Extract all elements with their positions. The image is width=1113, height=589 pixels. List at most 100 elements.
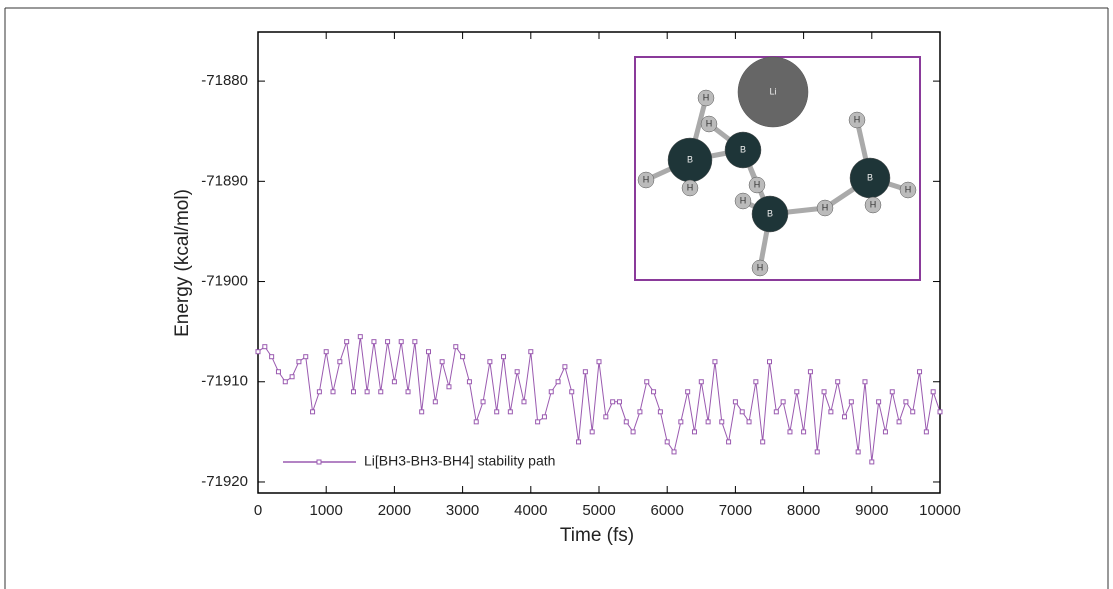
series-line — [257, 336, 941, 462]
marker — [610, 399, 616, 405]
marker — [671, 449, 677, 455]
atom-label: B — [767, 208, 773, 218]
marker — [767, 359, 772, 365]
marker — [637, 409, 643, 415]
y-tick-label: -71890 — [201, 172, 248, 189]
x-tick-label: 4000 — [514, 502, 547, 519]
marker — [698, 379, 704, 385]
y-tick-label: -71880 — [201, 72, 248, 89]
atom-label: Li — [769, 86, 776, 96]
marker — [494, 409, 500, 415]
marker — [385, 339, 391, 345]
marker — [726, 439, 732, 445]
marker — [842, 414, 848, 420]
marker — [739, 409, 745, 415]
marker — [821, 389, 827, 395]
marker — [316, 389, 322, 395]
x-tick-label: 6000 — [651, 502, 684, 519]
atom — [700, 115, 718, 133]
marker — [691, 429, 697, 435]
marker — [787, 429, 793, 435]
marker — [657, 409, 663, 415]
atom-label: H — [754, 179, 761, 189]
atom — [864, 196, 882, 214]
atom-label: H — [687, 182, 694, 192]
atom-label: H — [757, 262, 764, 272]
marker — [453, 344, 459, 350]
atom-label: H — [870, 199, 877, 209]
x-tick-label: 8000 — [787, 502, 820, 519]
marker — [616, 399, 622, 405]
marker — [855, 449, 861, 455]
marker — [937, 409, 943, 415]
marker — [917, 369, 923, 375]
marker — [903, 399, 909, 405]
y-axis-label: Energy (kcal/mol) — [172, 189, 193, 337]
atom — [751, 195, 789, 233]
x-tick-label: 10000 — [919, 502, 961, 519]
x-tick-label: 9000 — [855, 502, 888, 519]
atom-label: H — [905, 184, 912, 194]
marker — [501, 354, 507, 360]
atom-label: H — [703, 92, 710, 102]
atom — [899, 181, 917, 199]
marker — [753, 379, 759, 385]
marker — [337, 359, 343, 365]
marker — [344, 339, 350, 345]
marker — [310, 409, 316, 415]
x-tick-label: 2000 — [378, 502, 411, 519]
marker — [814, 449, 820, 455]
x-tick-label: 3000 — [446, 502, 479, 519]
marker — [548, 389, 554, 395]
y-tick-label: -71900 — [201, 273, 248, 290]
marker — [876, 399, 882, 405]
atom-label: H — [822, 202, 829, 212]
marker — [651, 389, 657, 395]
marker — [576, 439, 582, 445]
marker — [419, 409, 425, 415]
marker — [535, 419, 541, 425]
marker — [275, 369, 281, 375]
marker — [432, 399, 438, 405]
y-tick-label: -71910 — [201, 373, 248, 390]
atom-label: H — [706, 118, 713, 128]
atom — [751, 259, 769, 277]
marker — [848, 399, 854, 405]
marker — [323, 349, 329, 355]
marker — [562, 364, 568, 370]
marker — [357, 334, 363, 340]
x-tick-label: 0 — [254, 502, 262, 519]
marker — [910, 409, 916, 415]
atom-label: H — [643, 174, 650, 184]
marker — [678, 419, 684, 425]
marker — [603, 414, 609, 420]
atom-label: B — [740, 144, 746, 154]
marker — [330, 389, 336, 395]
atom-label: H — [854, 114, 861, 124]
legend-label: Li[BH3-BH3-BH4] stability path — [364, 453, 555, 469]
atom — [697, 89, 715, 107]
marker — [732, 399, 738, 405]
marker — [426, 349, 431, 355]
atom — [734, 192, 752, 210]
marker — [391, 379, 397, 385]
marker — [862, 379, 868, 385]
marker — [555, 379, 561, 385]
marker — [507, 409, 513, 415]
atom — [724, 131, 762, 169]
marker — [371, 339, 377, 345]
marker — [412, 339, 418, 345]
x-tick-label: 1000 — [310, 502, 343, 519]
marker — [541, 414, 547, 420]
marker — [446, 384, 452, 390]
atom — [681, 179, 699, 197]
marker — [398, 339, 404, 345]
marker — [685, 389, 691, 395]
marker — [780, 399, 786, 405]
marker — [569, 389, 575, 395]
marker — [807, 369, 813, 375]
marker — [460, 354, 466, 360]
marker — [760, 439, 766, 445]
